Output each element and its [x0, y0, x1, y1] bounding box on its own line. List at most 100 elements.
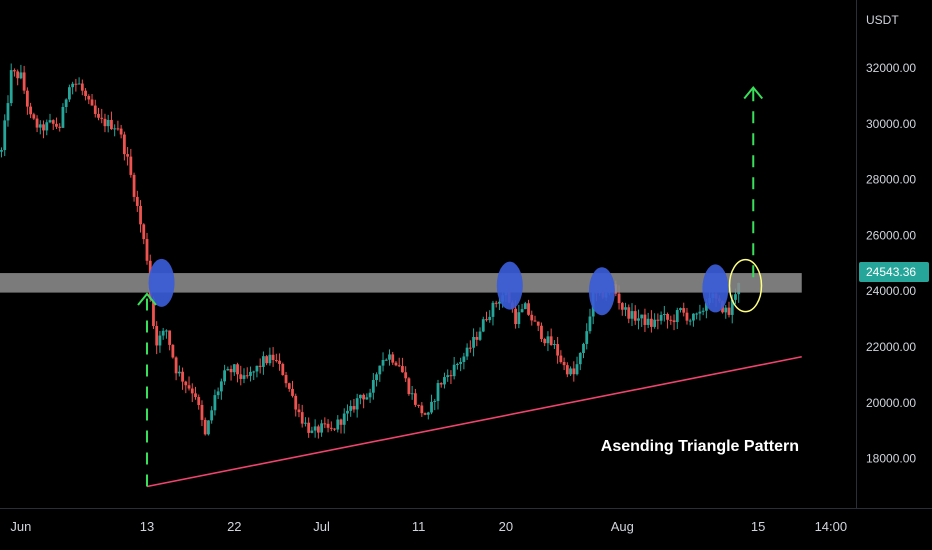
candle — [727, 301, 731, 318]
time-tick-label: 15 — [751, 519, 765, 534]
candle — [122, 131, 126, 161]
support-trendline[interactable] — [146, 355, 802, 488]
current-price-tag-background — [859, 262, 929, 282]
candle — [245, 367, 249, 379]
price-tick-label: 30000.00 — [866, 117, 916, 131]
candle — [342, 408, 346, 434]
candle — [520, 303, 524, 313]
candle — [572, 361, 576, 382]
candle — [87, 94, 91, 105]
time-tick-label: 13 — [140, 519, 154, 534]
candle — [562, 357, 566, 371]
candle — [523, 301, 527, 310]
candle — [378, 365, 382, 382]
candle — [19, 64, 23, 80]
candle — [481, 316, 485, 333]
candle — [679, 307, 682, 313]
candle — [113, 124, 117, 137]
breakout-circle-marker[interactable] — [728, 258, 763, 313]
candle — [349, 400, 353, 417]
resistance-touch-marker[interactable] — [148, 258, 175, 307]
candle — [116, 120, 120, 131]
candle — [333, 428, 336, 431]
candle — [384, 358, 388, 361]
candle — [48, 113, 52, 124]
candle — [74, 78, 78, 92]
candle — [249, 366, 252, 382]
candle — [16, 69, 20, 86]
candle — [271, 347, 275, 367]
candle — [491, 300, 495, 326]
candle — [433, 398, 437, 411]
candle — [346, 404, 349, 421]
candle — [213, 389, 217, 416]
price-axis-unit: USDT — [866, 13, 899, 27]
candle — [197, 394, 201, 410]
candle — [478, 327, 482, 342]
candle — [139, 200, 142, 233]
candle — [93, 99, 97, 118]
candle — [35, 115, 39, 133]
target-measure-arrow[interactable] — [743, 85, 764, 278]
resistance-touch-marker[interactable] — [702, 264, 729, 313]
candle — [323, 417, 327, 429]
candle — [413, 388, 417, 407]
candle — [29, 102, 32, 119]
candle — [80, 79, 84, 96]
candle — [397, 357, 401, 367]
candle — [13, 68, 16, 77]
candle — [698, 304, 702, 321]
candle — [165, 329, 168, 339]
candle — [368, 388, 372, 403]
time-axis[interactable]: Jun 13 22 Jul 11 20 Aug 15 14:00 — [10, 519, 847, 534]
candle — [688, 318, 692, 326]
left-measure-arrow[interactable] — [137, 292, 157, 487]
candle — [569, 366, 572, 376]
candle — [3, 114, 7, 157]
candle — [58, 123, 62, 132]
price-axis[interactable]: 32000.00 30000.00 28000.00 26000.00 24000.00… — [866, 61, 916, 466]
candle — [310, 426, 314, 434]
candle — [135, 190, 139, 212]
candle — [97, 107, 100, 121]
candle — [355, 393, 359, 418]
candle — [443, 372, 446, 389]
candle — [685, 307, 689, 325]
candle — [559, 350, 563, 364]
resistance-touch-marker[interactable] — [496, 261, 523, 310]
candle — [262, 351, 265, 375]
candle — [436, 379, 440, 410]
current-price-tag: 24543.36 — [859, 262, 929, 282]
candle — [410, 385, 414, 400]
time-tick-label: 14:00 — [815, 519, 848, 534]
candle — [103, 113, 107, 133]
candle — [219, 378, 223, 400]
candle — [145, 233, 149, 265]
candle — [177, 365, 181, 377]
candle — [61, 103, 65, 129]
candle — [190, 383, 194, 403]
candle — [320, 419, 323, 437]
resistance-zone[interactable] — [0, 273, 802, 293]
candle — [100, 108, 104, 124]
candle — [229, 365, 233, 381]
candle — [242, 368, 246, 384]
candle — [71, 81, 75, 95]
time-tick-label: 20 — [499, 519, 513, 534]
candle — [536, 321, 540, 332]
candle — [32, 112, 36, 120]
candle — [659, 311, 663, 325]
candle — [142, 223, 146, 245]
candle — [339, 418, 343, 434]
candle — [223, 364, 226, 385]
candle — [381, 352, 385, 372]
candle — [216, 387, 220, 399]
time-tick-label: Aug — [611, 519, 634, 534]
candle — [64, 98, 68, 113]
candle — [203, 417, 207, 436]
candle — [494, 300, 498, 308]
resistance-touch-marker[interactable] — [588, 267, 615, 316]
candle — [284, 371, 288, 388]
candle — [620, 302, 624, 316]
